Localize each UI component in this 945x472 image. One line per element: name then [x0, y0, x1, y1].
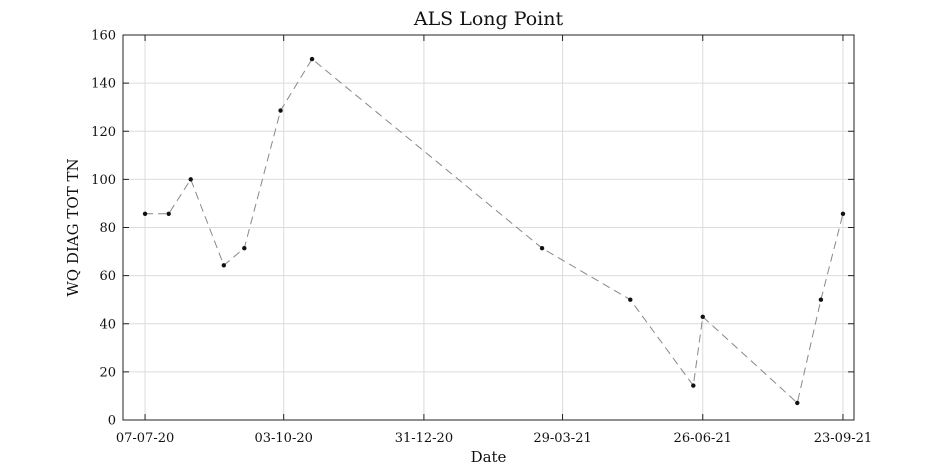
y-tick-label: 120 [91, 125, 116, 140]
data-point [242, 245, 247, 251]
data-point [628, 297, 633, 302]
data-point [818, 297, 824, 302]
y-tick-label: 0 [108, 414, 116, 429]
y-axis-label: WQ DIAG TOT TN [64, 158, 82, 296]
data-point [221, 263, 227, 268]
grid-lines [123, 34, 854, 421]
y-tick-label: 60 [99, 269, 116, 284]
y-tick-label: 140 [91, 77, 116, 92]
chart-title: ALS Long Point [413, 8, 564, 30]
y-tick-label: 40 [99, 317, 116, 332]
y-tick-label: 80 [99, 221, 116, 236]
y-tick-label: 160 [91, 29, 116, 44]
data-point [700, 314, 705, 319]
x-tick-label: 23-09-21 [814, 431, 872, 446]
data-point [309, 56, 315, 62]
x-tick-label: 03-10-20 [254, 431, 312, 446]
x-tick-label: 31-12-20 [395, 431, 453, 446]
data-point [795, 400, 800, 406]
data-point [278, 108, 283, 113]
x-tick-label: 07-07-20 [116, 431, 174, 446]
data-point [539, 245, 545, 251]
data-point [691, 383, 696, 388]
axis-ticks: 07-07-20 03-10-20 31-12-20 29-03-21 26-06-21… [91, 29, 872, 447]
series-layer [142, 56, 846, 406]
data-point [166, 211, 171, 216]
data-point [840, 211, 846, 216]
series-line [145, 58, 844, 404]
data-point [142, 211, 148, 216]
y-tick-label: 100 [91, 173, 116, 188]
x-axis-label: Date [471, 448, 507, 466]
y-tick-label: 20 [99, 365, 116, 380]
data-point [188, 177, 193, 182]
x-tick-label: 26-06-21 [674, 431, 732, 446]
x-tick-label: 29-03-21 [533, 431, 591, 446]
